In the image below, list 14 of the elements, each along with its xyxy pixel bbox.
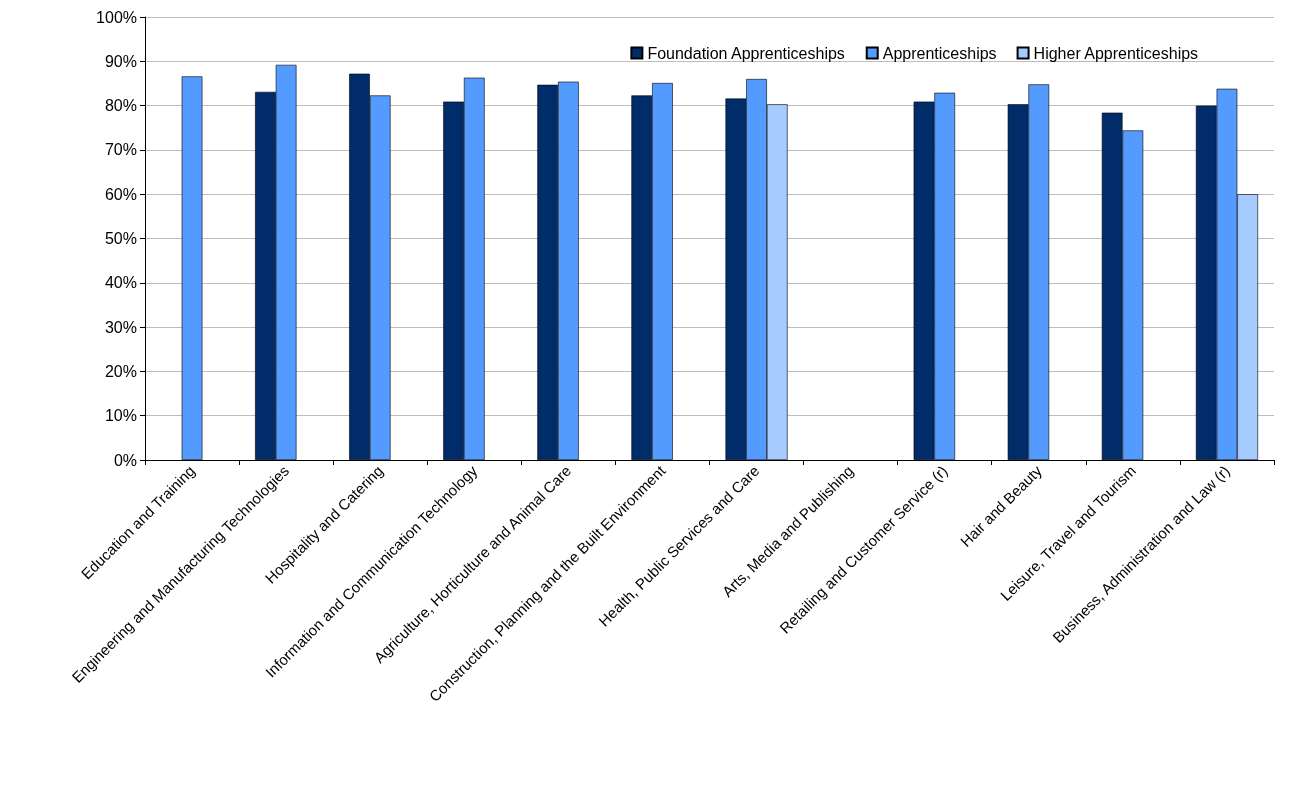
legend-label: Foundation Apprenticeships — [647, 44, 845, 62]
y-tick-label: 30% — [104, 318, 137, 336]
y-tick-label: 90% — [104, 52, 137, 70]
y-tick-label: 40% — [104, 274, 137, 292]
y-tick-label: 20% — [104, 362, 137, 380]
y-tick-label: 80% — [104, 97, 137, 115]
y-tick-label: 50% — [104, 230, 137, 247]
y-tick-label: 100% — [96, 8, 137, 26]
y-tick-label: 0% — [113, 451, 137, 469]
legend-label: Higher Apprenticeships — [1033, 44, 1199, 62]
y-tick-label: 70% — [104, 141, 137, 159]
y-tick-label: 10% — [104, 407, 137, 425]
legend-label: Apprenticeships — [882, 44, 997, 62]
y-tick-label: 60% — [104, 185, 137, 203]
